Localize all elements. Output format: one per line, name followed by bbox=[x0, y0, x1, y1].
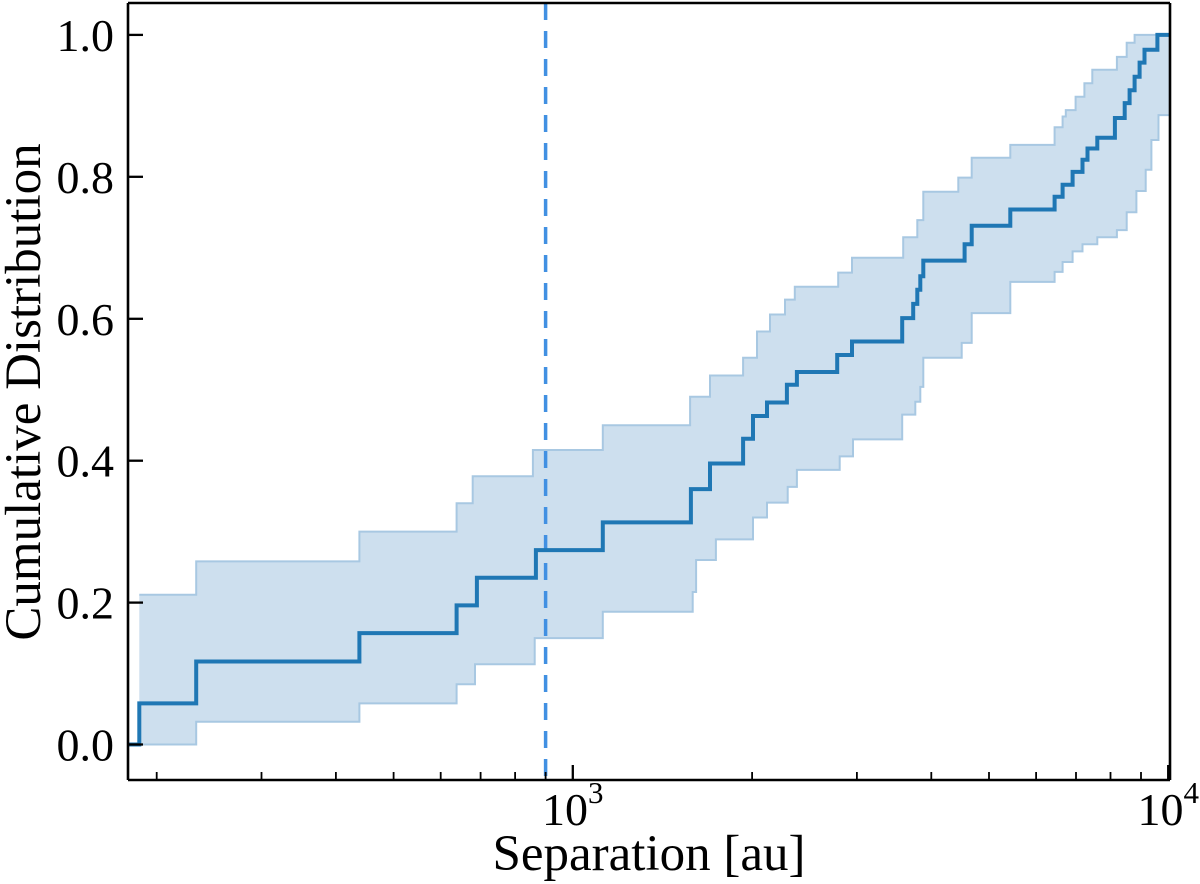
x-tick-label: 104 bbox=[1137, 775, 1199, 835]
x-tick-label-base: 10 bbox=[542, 784, 588, 835]
x-tick-label-exponent: 4 bbox=[1183, 775, 1199, 810]
y-axis-label: Cumulative Distribution bbox=[0, 143, 52, 641]
y-tick-label: 0.4 bbox=[57, 436, 115, 487]
cdf-step-line bbox=[128, 32, 1170, 747]
y-tick-label: 0.0 bbox=[57, 720, 115, 771]
y-tick-label: 0.2 bbox=[57, 578, 115, 629]
y-tick-label: 1.0 bbox=[57, 10, 115, 61]
x-tick-label-exponent: 3 bbox=[588, 775, 604, 810]
x-tick-label-base: 10 bbox=[1137, 784, 1183, 835]
confidence-band-fill bbox=[139, 34, 1170, 745]
y-tick-label: 0.8 bbox=[57, 152, 115, 203]
y-tick-label: 0.6 bbox=[57, 294, 115, 345]
confidence-band-lower-edge bbox=[139, 34, 1171, 746]
x-tick-label: 103 bbox=[542, 775, 604, 835]
confidence-band-upper-edge bbox=[139, 33, 1170, 596]
x-axis-label: Separation [au] bbox=[492, 826, 806, 882]
